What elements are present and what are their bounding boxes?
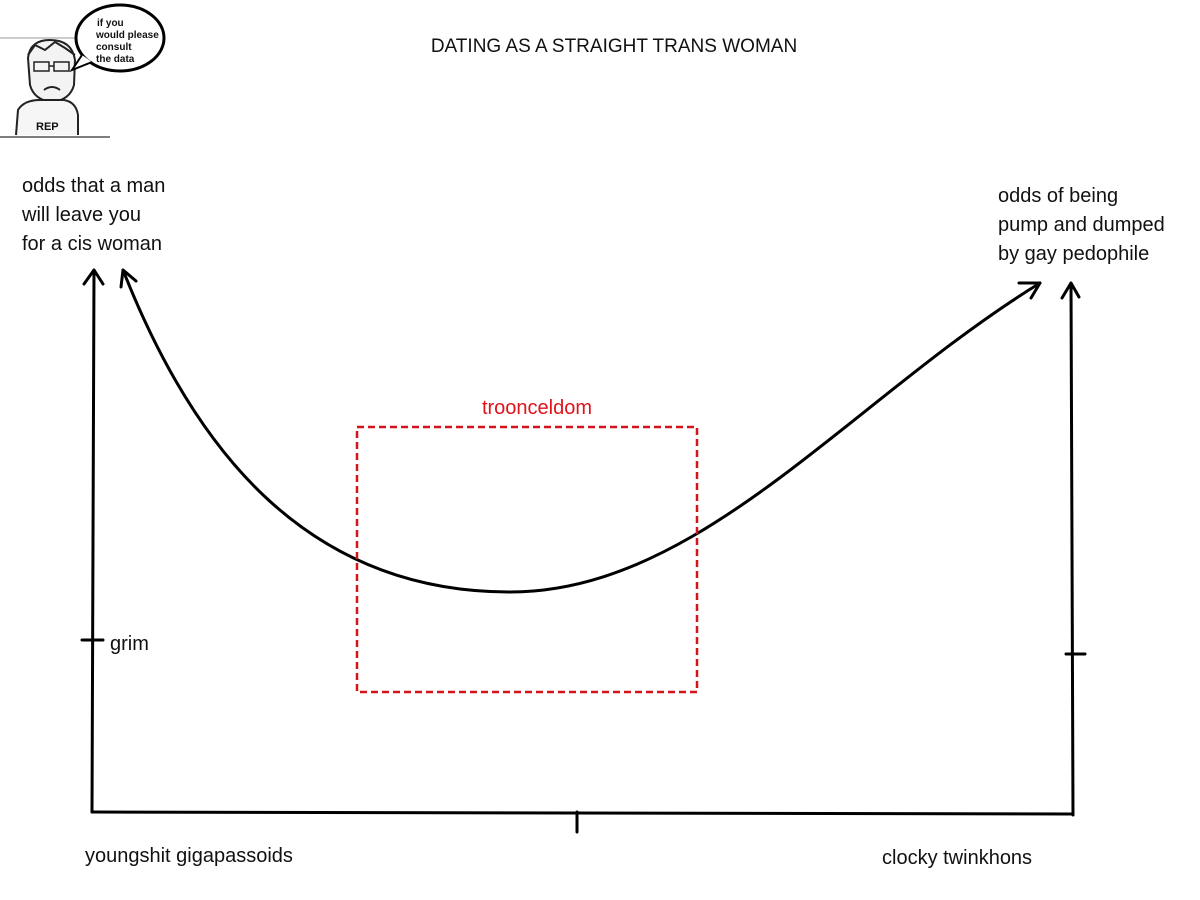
- tick-label: grim: [110, 633, 149, 655]
- bottom-right-label: clocky twinkhons: [882, 847, 1032, 869]
- speech-line: the data: [96, 54, 135, 65]
- box-label: trooncеldom: [482, 397, 592, 419]
- right-axis-label: by gay pedophile: [998, 243, 1149, 265]
- right-axis: [1060, 281, 1081, 817]
- curve: [121, 268, 1042, 594]
- shirt-text: REP: [36, 121, 59, 133]
- left-axis: [82, 268, 105, 814]
- right-axis-label: pump and dumped: [998, 214, 1165, 236]
- speech-line: consult: [96, 42, 132, 53]
- left-axis-label: will leave you: [21, 204, 141, 226]
- cartoon-icon: REP if you would please consult the data: [0, 3, 166, 138]
- bottom-left-label: youngshit gigapassoids: [85, 845, 293, 867]
- speech-line: would please: [95, 30, 159, 41]
- speech-line: if you: [97, 18, 124, 29]
- curve-arrow: [119, 268, 138, 289]
- bottom-axis: [90, 810, 1075, 816]
- title: DATING AS A STRAIGHT TRANS WOMAN: [431, 36, 797, 57]
- right-axis-label: odds of being: [998, 185, 1118, 207]
- curve-arrow: [1017, 281, 1042, 300]
- highlight-box: [355, 425, 699, 694]
- left-axis-label: odds that a man: [22, 175, 165, 197]
- left-axis-label: for a cis woman: [22, 233, 162, 255]
